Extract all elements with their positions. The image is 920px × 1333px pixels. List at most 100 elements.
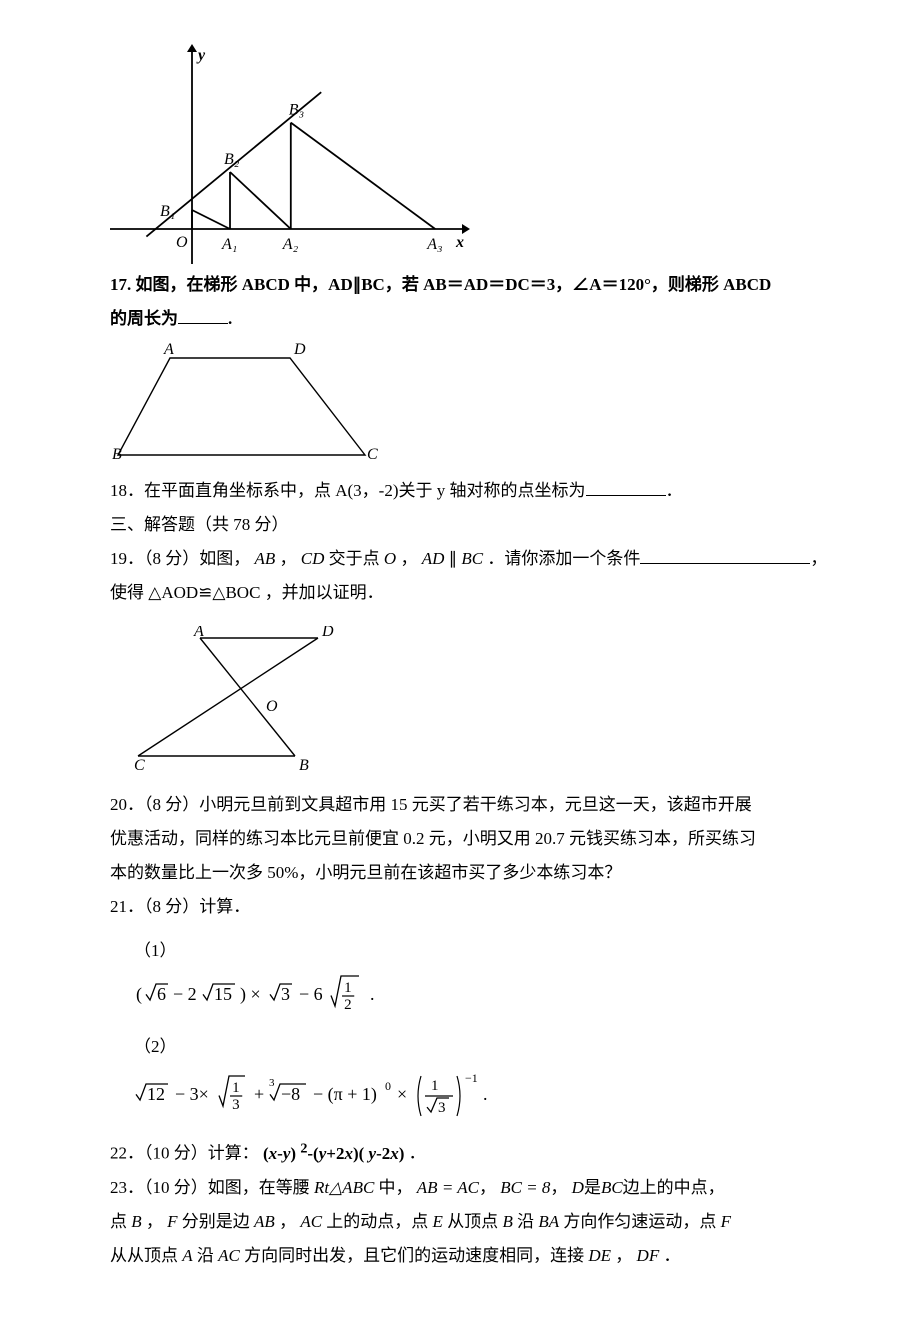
q18-text-a: 在平面直角坐标系中，点 A(3，-2)关于 y 轴对称的点坐标为 <box>144 481 586 500</box>
svg-text:B₃: B₃ <box>289 102 304 119</box>
q21-eq1-row: （1） (6− 215) ×3− 612 . <box>134 934 840 1020</box>
q23-text-f: 边上的中点， <box>623 1178 725 1197</box>
svg-text:3: 3 <box>269 1077 275 1089</box>
q23-e: E <box>433 1212 443 1231</box>
equation-1: (6− 215) ×3− 612 . <box>134 968 394 1020</box>
svg-text:3: 3 <box>281 984 290 1004</box>
svg-text:C: C <box>134 757 145 774</box>
q19-ab: AB <box>255 549 276 568</box>
q22-y3: y <box>369 1144 377 1163</box>
q17-line2: 的周长为. <box>110 302 840 336</box>
q18-tail: ． <box>666 481 683 500</box>
svg-text:B: B <box>299 757 309 774</box>
q17-text-b: 的周长为 <box>110 309 178 328</box>
q22-x1: x <box>269 1144 278 1163</box>
q21-item1-label: （1） <box>134 941 177 960</box>
q19-par: ∥ <box>449 549 458 568</box>
q19-text-c: ．请你添加一个条件 <box>487 549 640 568</box>
q23-ba: BA <box>538 1212 559 1231</box>
q23-df: DF <box>637 1246 660 1265</box>
q21-title: 计算． <box>199 897 250 916</box>
q19-text-a: 如图， <box>199 549 250 568</box>
svg-text:0: 0 <box>385 1079 391 1093</box>
q19-text-e: ，并加以证明． <box>265 583 384 602</box>
q23-text-j: 上的动点，点 <box>326 1212 428 1231</box>
q23-text-n: 沿 <box>197 1246 214 1265</box>
q17-blank[interactable] <box>178 305 228 324</box>
q19-o: O <box>384 549 396 568</box>
svg-text:3: 3 <box>438 1100 446 1116</box>
q22-m3: -2 <box>376 1144 390 1163</box>
svg-text:y: y <box>196 47 206 64</box>
svg-text:B₁: B₁ <box>160 203 175 220</box>
q22-title: 计算： <box>208 1144 259 1163</box>
q23-f: F <box>167 1212 177 1231</box>
q23-text-k: 从顶点 <box>447 1212 498 1231</box>
svg-text:(: ( <box>136 984 142 1005</box>
q19-line1: 19．（8 分）如图， AB ， CD 交于点 O ， AD ∥ BC ．请你添… <box>110 542 840 576</box>
q23-eq2: BC = 8 <box>500 1178 550 1197</box>
q21-eq2-row: （2） 12− 3×13+3−8− (π + 1)0×13−1. <box>134 1030 840 1124</box>
q20-prefix: 20．（8 分） <box>110 795 199 814</box>
q17-tail: . <box>228 309 232 328</box>
q18-blank[interactable] <box>586 477 666 496</box>
figure-q19: ADCBO <box>130 626 840 776</box>
q23-bc2: BC <box>601 1178 623 1197</box>
q23-text-g: ， <box>146 1212 163 1231</box>
section-3-heading: 三、解答题（共 78 分） <box>110 508 840 542</box>
svg-text:2: 2 <box>344 997 352 1013</box>
q23-d: D <box>572 1178 584 1197</box>
svg-text:) ×: ) × <box>240 984 261 1005</box>
q22-p3: )( <box>353 1144 369 1163</box>
q23-f2: F <box>721 1212 731 1231</box>
q19-bc: BC <box>461 549 483 568</box>
svg-text:A₁: A₁ <box>221 236 237 253</box>
q23-de: DE <box>588 1246 611 1265</box>
q20-line1: 20．（8 分）小明元旦前到文具超市用 15 元买了若干练习本，元旦这一天，该超… <box>110 788 840 822</box>
q19-cd: CD <box>301 549 325 568</box>
svg-text:O: O <box>176 234 188 251</box>
svg-text:1: 1 <box>431 1078 439 1094</box>
q23-l3a: 从从顶点 <box>110 1246 178 1265</box>
q19-text-b: 交于点 <box>329 549 380 568</box>
q23-l2a: 点 <box>110 1212 127 1231</box>
svg-text:C: C <box>367 446 378 463</box>
svg-text:1: 1 <box>232 1080 240 1096</box>
q22-tail: ． <box>409 1144 426 1163</box>
q19-line2: 使得 △AOD≌△BOC ，并加以证明． <box>110 576 840 610</box>
q23-text-o: 方向同时出发，且它们的运动速度相同，连接 <box>244 1246 584 1265</box>
q18-prefix: 18． <box>110 481 144 500</box>
q19-tri-aod: △AOD≌△BOC <box>148 583 260 602</box>
svg-text:A₂: A₂ <box>282 236 299 253</box>
svg-text:−1: −1 <box>465 1071 478 1085</box>
svg-text:−8: −8 <box>281 1084 300 1104</box>
svg-text:D: D <box>293 341 306 358</box>
q23-text-i: ， <box>279 1212 296 1231</box>
svg-text:− 3×: − 3× <box>175 1084 209 1104</box>
q22-x2: x <box>344 1144 353 1163</box>
q19-tail: ， <box>810 549 827 568</box>
q19-c1: ， <box>280 549 297 568</box>
svg-text:B: B <box>112 446 122 463</box>
q23-text-m: 方向作匀速运动，点 <box>563 1212 716 1231</box>
q23-text-p: ， <box>615 1246 632 1265</box>
q21-head: 21．（8 分）计算． <box>110 890 840 924</box>
q19-c2: ， <box>400 549 417 568</box>
q23-a: A <box>182 1246 192 1265</box>
q19-blank[interactable] <box>640 545 810 564</box>
q23-text-h: 分别是边 <box>182 1212 250 1231</box>
q19-points: （8 分） <box>144 549 199 568</box>
q17-text-a: 如图，在梯形 ABCD 中，AD∥BC，若 AB＝AD＝DC＝3，∠A＝120°… <box>136 275 772 294</box>
svg-text:1: 1 <box>344 980 352 996</box>
q22-x3: x <box>390 1144 399 1163</box>
q17-prefix: 17. <box>110 275 131 294</box>
q22-plus: +2 <box>326 1144 344 1163</box>
q19-prefix: 19． <box>110 549 144 568</box>
q19-ad: AD <box>422 549 445 568</box>
svg-text:A: A <box>193 626 204 640</box>
svg-text:− 2: − 2 <box>173 984 197 1004</box>
svg-text:6: 6 <box>157 984 166 1004</box>
svg-text:A: A <box>163 341 174 358</box>
q23-text-l: 沿 <box>517 1212 534 1231</box>
svg-text:D: D <box>321 626 334 640</box>
